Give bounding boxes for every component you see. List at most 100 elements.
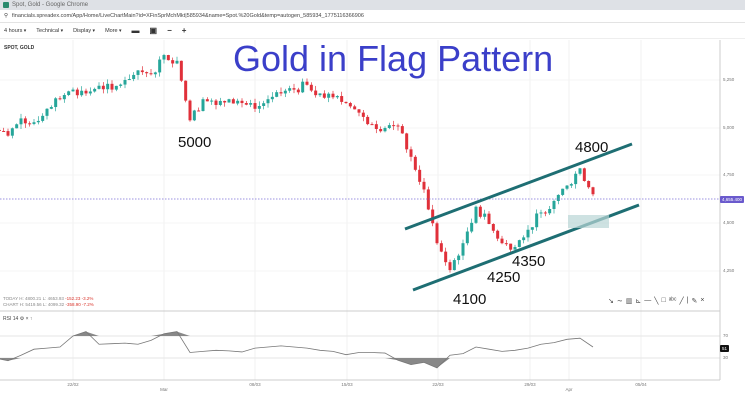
annotation-label: 4800	[575, 139, 609, 156]
candle-body	[591, 187, 595, 195]
candle-body	[340, 96, 344, 102]
fan-tool-icon[interactable]: ⊾	[635, 298, 642, 305]
candle-body	[270, 96, 274, 100]
window-title: Spot, Gold - Google Chrome	[12, 2, 89, 8]
hline-tool-icon[interactable]: —	[644, 297, 652, 304]
url-text[interactable]: financials.spreadex.com/App/Home/LiveCha…	[12, 13, 364, 19]
candle-body	[383, 128, 387, 132]
rsi-line	[0, 331, 594, 369]
candle-body	[543, 212, 547, 214]
candle-body	[574, 173, 578, 185]
x-tick: Apr	[565, 387, 573, 392]
upper-trend-line	[404, 142, 633, 231]
candle-body	[457, 255, 461, 261]
curve-tool-icon[interactable]: ∼	[616, 298, 623, 305]
arrow-tool-icon[interactable]: ↘	[608, 298, 614, 305]
candle-body	[244, 103, 248, 105]
candle-body	[478, 206, 482, 217]
candle-body	[97, 85, 101, 89]
candle-body	[400, 126, 404, 134]
candle-body	[279, 92, 283, 94]
candle-body	[49, 107, 53, 109]
y-tick: 4,750	[723, 172, 735, 177]
rsi-oversold-fill	[8, 358, 21, 361]
today-change: -152.23	[65, 296, 81, 301]
candle-body	[223, 100, 227, 103]
annotation-title: Gold in Flag Pattern	[233, 38, 554, 79]
x-tick: Mar	[160, 387, 168, 392]
candle-body	[517, 240, 521, 248]
rectangle-tool-icon[interactable]: □	[661, 297, 666, 304]
chart-low: L: 4099.32	[42, 302, 65, 307]
candle-body	[214, 100, 218, 105]
candle-body	[36, 120, 40, 123]
candle-body	[565, 185, 569, 189]
technical-dropdown[interactable]: Technical	[36, 28, 63, 34]
candle-body	[465, 231, 469, 244]
candle-body	[0, 129, 1, 131]
candle-body	[561, 188, 565, 195]
arrow-up-icon[interactable]: ↑	[29, 316, 33, 322]
x-tick: 15/03	[341, 382, 353, 387]
candle-body	[2, 130, 6, 132]
settings-icon[interactable]: ⚙	[19, 316, 25, 322]
drawing-tools: ↘ ∼ ▥ ⊾ — ╲ □ ᵃᵇᶜ ╱ | ✎ ×	[608, 297, 704, 305]
candle-body	[283, 90, 287, 94]
candle-body	[266, 99, 270, 104]
interval-dropdown[interactable]: 4 hours	[4, 28, 26, 34]
vline-tool-icon[interactable]: |	[686, 297, 689, 304]
candle-body	[530, 227, 534, 230]
candle-body	[114, 85, 118, 90]
today-label: TODAY	[3, 296, 19, 301]
browser-title-bar: Spot, Gold - Google Chrome	[0, 0, 745, 10]
candle-body	[361, 112, 365, 117]
candle-body	[552, 200, 556, 209]
candle-body	[374, 124, 378, 130]
annotation-label: 4100	[453, 291, 487, 308]
rsi-current-tag: 51	[720, 345, 730, 352]
candle-body	[526, 229, 530, 238]
pencil-icon[interactable]: ✎	[691, 298, 698, 305]
rsi-tick: 70	[723, 333, 729, 338]
x-tick: 08/03	[249, 382, 261, 387]
today-low: L: 4653.93	[42, 296, 64, 301]
trendline-tool-icon[interactable]: ╲	[654, 298, 659, 305]
candle-body	[301, 81, 305, 93]
x-tick: 22/03	[432, 382, 444, 387]
candle-body	[431, 209, 435, 224]
close-icon[interactable]: ×	[25, 316, 29, 322]
address-bar[interactable]: ⚲ financials.spreadex.com/App/Home/LiveCh…	[0, 10, 745, 23]
folder-icon[interactable]: ▬	[131, 26, 140, 35]
fib-tool-icon[interactable]: ▥	[625, 298, 633, 305]
candle-body	[32, 122, 36, 124]
candle-body	[418, 169, 422, 182]
candle-body	[348, 103, 352, 107]
line-tool-icon[interactable]: ╱	[679, 298, 684, 305]
candle-body	[28, 123, 32, 125]
close-tools-icon[interactable]: ×	[700, 297, 705, 304]
display-dropdown[interactable]: Display	[73, 28, 95, 34]
candle-body	[522, 237, 526, 241]
candle-body	[509, 243, 513, 250]
candle-body	[110, 83, 114, 90]
y-tick: 4,500	[723, 220, 735, 225]
candle-body	[535, 213, 539, 228]
save-icon[interactable]: ▣	[149, 26, 158, 35]
zoom-in-icon[interactable]: +	[181, 26, 187, 35]
candle-body	[556, 194, 560, 201]
symbol-label: SPOT, GOLD	[4, 45, 35, 51]
candle-body	[123, 80, 127, 85]
text-tool-icon[interactable]: ᵃᵇᶜ	[668, 297, 677, 304]
candle-body	[45, 108, 49, 116]
site-info-icon[interactable]: ⚲	[4, 13, 9, 19]
candle-body	[504, 243, 508, 245]
chart-high: H: 5419.56	[19, 302, 42, 307]
more-dropdown[interactable]: More	[105, 28, 121, 34]
zoom-out-icon[interactable]: −	[167, 26, 172, 35]
candle-body	[288, 88, 292, 91]
candle-body	[444, 251, 448, 263]
candle-body	[539, 212, 543, 214]
candle-body	[188, 100, 192, 121]
today-percent: -3.2%	[81, 296, 94, 301]
